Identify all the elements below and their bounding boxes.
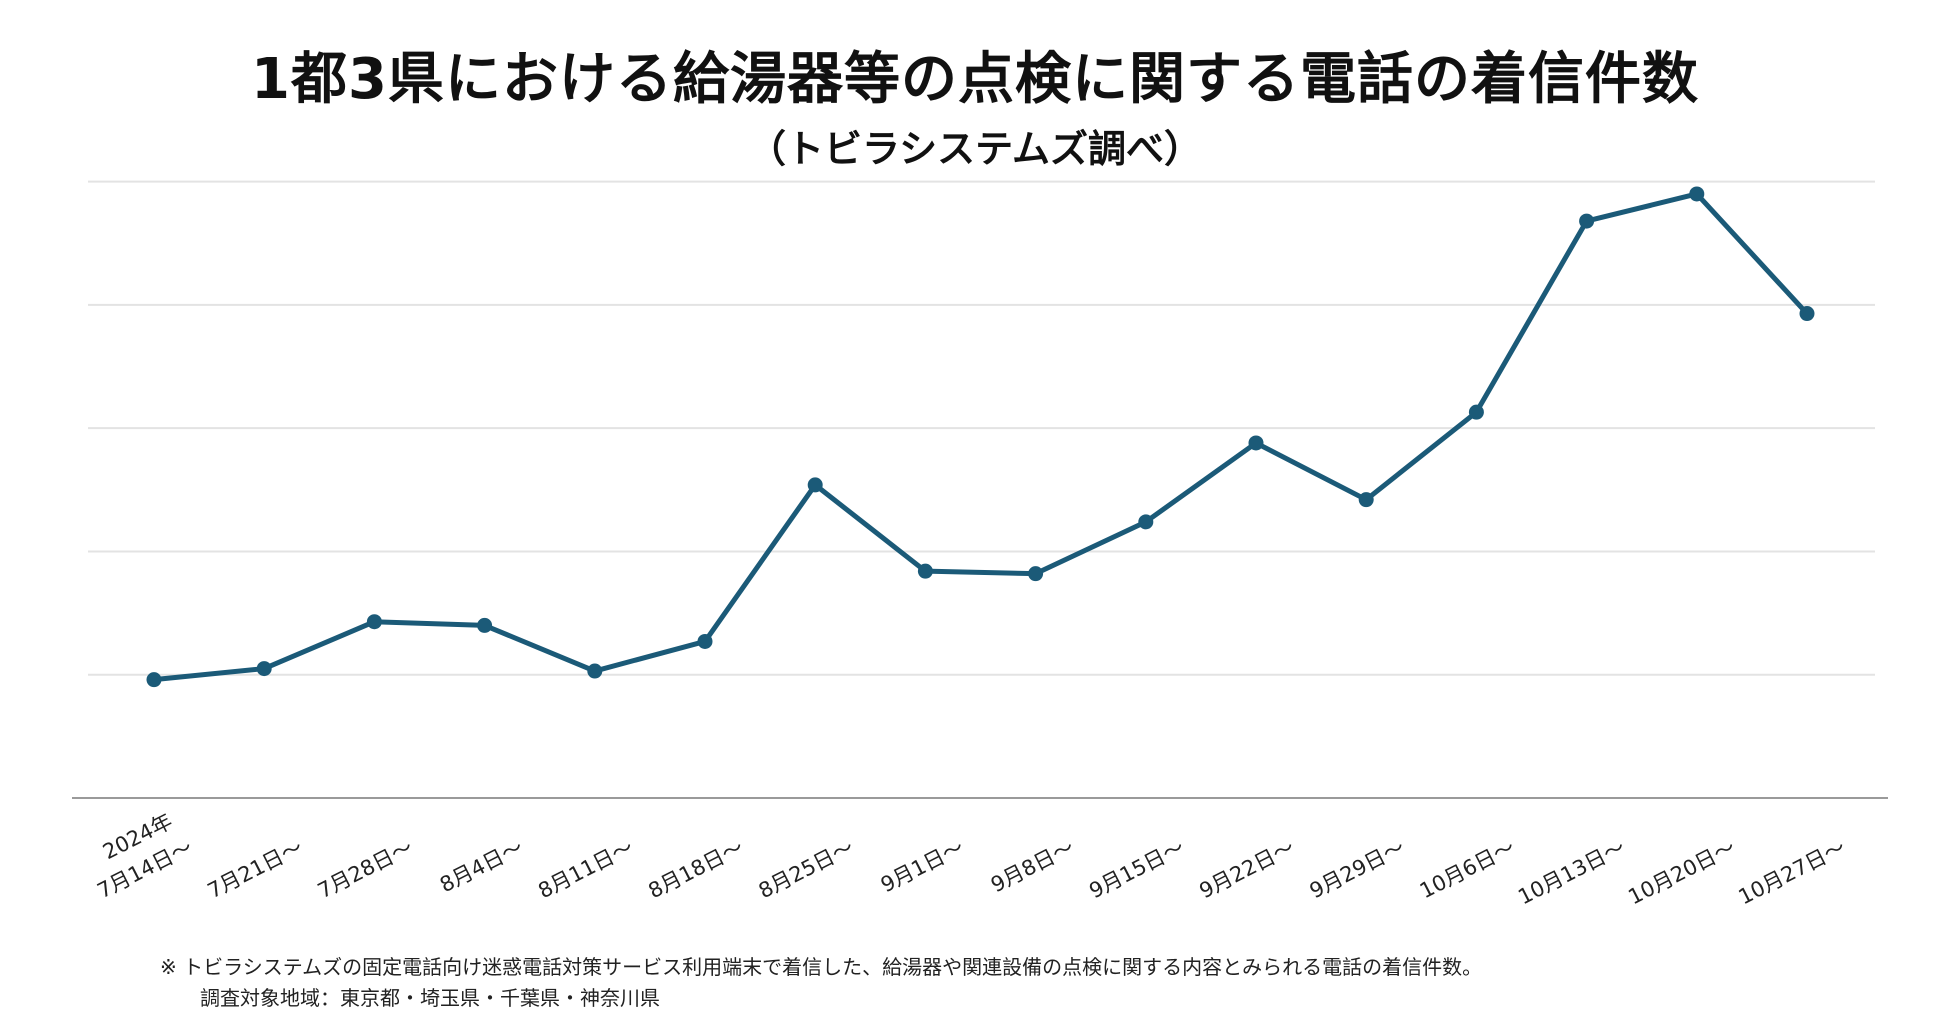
x-tick-label: 9月15日～ <box>1085 835 1188 903</box>
chart-title: 1都3県における給湯器等の点検に関する電話の着信件数 <box>251 47 1699 112</box>
x-tick-label: 7月21日～ <box>204 835 307 903</box>
x-tick-label: 7月28日～ <box>314 835 417 903</box>
x-tick-label: 8月11日～ <box>534 835 637 903</box>
x-tick-label: 10月27日～ <box>1735 835 1850 909</box>
data-point <box>477 617 493 633</box>
survey-area-note: 調査対象地域：東京都・埼玉県・千葉県・神奈川県 <box>200 986 660 1010</box>
data-point <box>697 633 713 649</box>
footnote: ※ トビラシステムズの固定電話向け迷惑電話対策サービス利用端末で着信した、給湯器… <box>160 955 1483 979</box>
data-point <box>587 663 603 679</box>
x-tick-label: 9月29日～ <box>1306 835 1409 903</box>
x-tick-label: 8月25日～ <box>755 835 858 903</box>
chart-subtitle: （トビラシステムズ調べ） <box>747 127 1203 171</box>
line-chart: 7月14日～ 7月21日～ 7月28日～ 8月4日～ 8月11日～ 8月18日～ 8月25日… <box>72 180 1888 909</box>
data-point <box>807 477 823 493</box>
x-tick-label: 10月20日～ <box>1624 835 1739 909</box>
series-line-1 <box>151 191 1810 683</box>
x-tick-label: 10月13日～ <box>1514 835 1629 909</box>
data-point <box>146 672 162 688</box>
data-point <box>256 661 272 677</box>
x-tick-label: 9月22日～ <box>1196 835 1299 903</box>
data-point <box>1358 492 1374 508</box>
data-point <box>1138 514 1154 530</box>
data-point <box>917 563 933 579</box>
data-point <box>366 614 382 630</box>
data-point <box>1579 213 1595 229</box>
x-tick-label: 9月8日～ <box>987 835 1078 897</box>
data-point <box>1248 435 1264 451</box>
x-tick-label: 10月6日～ <box>1416 835 1519 903</box>
data-point <box>1468 404 1484 420</box>
x-tick-label: 8月18日～ <box>645 835 748 903</box>
data-point <box>1028 566 1044 582</box>
data-point <box>1689 186 1705 202</box>
x-tick-label: 8月4日～ <box>436 835 527 897</box>
data-point <box>1799 306 1815 322</box>
x-tick-label: 9月1日～ <box>877 835 968 897</box>
